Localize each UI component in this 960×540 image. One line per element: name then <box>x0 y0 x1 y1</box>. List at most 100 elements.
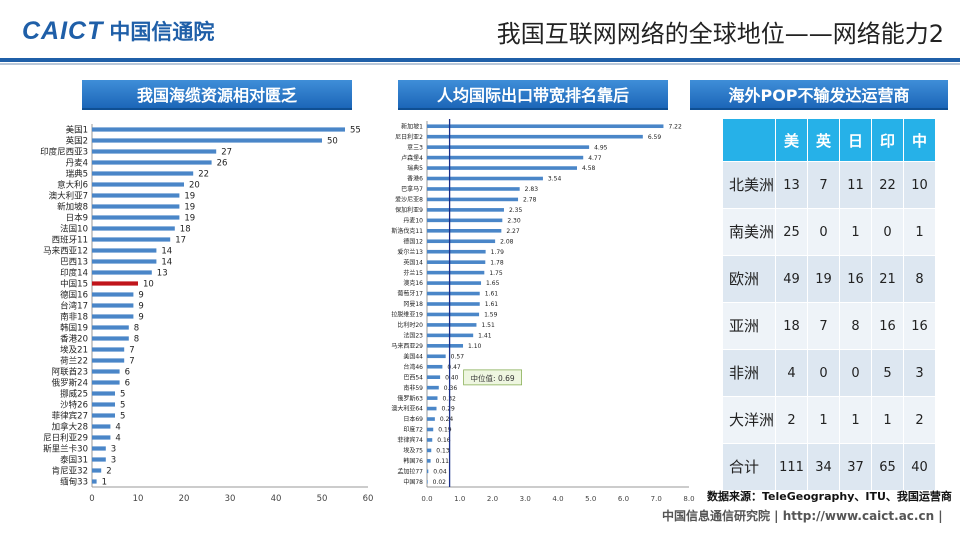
bar <box>92 424 111 429</box>
x-tick-label: 10 <box>133 494 144 504</box>
data-label: 3 <box>111 445 116 455</box>
data-label: 19 <box>184 192 195 202</box>
pop-table-row: 北美洲 13 7 11 22 10 <box>722 161 936 209</box>
x-tick-label: 6.0 <box>618 495 629 503</box>
pop-col-uk: 英 <box>807 118 840 162</box>
data-label: 7 <box>129 346 134 356</box>
data-label: 5 <box>120 390 125 400</box>
data-label: 0.29 <box>441 406 455 413</box>
median-callout-label: 中位值: 0.69 <box>471 373 515 383</box>
pop-table-row: 南美洲 25 0 1 0 1 <box>722 208 936 256</box>
category-label: 俄罗斯63 <box>397 394 423 402</box>
data-label: 19 <box>184 214 195 224</box>
bar <box>92 292 134 297</box>
x-tick-label: 3.0 <box>520 495 531 503</box>
category-label: 新加坡8 <box>57 202 88 213</box>
logo: CAICT 中国信通院 <box>22 16 214 46</box>
bar <box>92 248 157 253</box>
bar <box>427 281 482 285</box>
category-label: 埃及21 <box>60 345 88 356</box>
pop-cell: 0 <box>839 349 872 397</box>
bar <box>427 145 590 149</box>
category-label: 挪威25 <box>60 389 88 400</box>
bar <box>92 226 175 231</box>
data-label: 2.08 <box>500 238 514 245</box>
category-label: 瑞典5 <box>66 169 88 180</box>
pop-table-row: 欧洲 49 19 16 21 8 <box>722 255 936 303</box>
data-label: 4.58 <box>582 165 596 172</box>
bar <box>92 193 180 198</box>
pop-cell: 1 <box>807 396 840 444</box>
pop-cell: 1 <box>839 396 872 444</box>
data-label: 7.22 <box>668 123 682 130</box>
data-label: 18 <box>180 225 191 235</box>
category-label: 英国2 <box>66 136 88 147</box>
data-label: 1.41 <box>478 333 492 340</box>
bar <box>427 344 464 348</box>
bar <box>427 448 432 453</box>
data-label: 0.04 <box>433 468 447 475</box>
bar <box>427 176 543 181</box>
category-label: 日本9 <box>66 213 88 224</box>
data-label: 8 <box>134 324 139 334</box>
x-tick-label: 30 <box>225 494 236 504</box>
pop-cell: 21 <box>871 255 904 303</box>
banner-overseas-pop: 海外POP不输发达运营商 <box>690 80 948 110</box>
bar <box>92 138 322 143</box>
category-label: 德国12 <box>403 237 423 245</box>
category-label: 巴西13 <box>60 258 88 268</box>
bar <box>92 435 111 440</box>
pop-cell: 0 <box>807 349 840 397</box>
page-title: 我国互联网网络的全球地位——网络能力2 <box>496 20 944 48</box>
bar <box>427 459 431 463</box>
bar <box>92 347 125 352</box>
category-label: 泰国31 <box>60 455 88 466</box>
data-label: 14 <box>161 258 172 268</box>
data-label: 2.27 <box>506 228 520 235</box>
data-label: 0.47 <box>447 364 461 371</box>
data-label: 0.40 <box>445 374 459 381</box>
category-label: 卢森堡4 <box>401 154 423 162</box>
category-label: 巴拿马7 <box>401 185 423 193</box>
category-label: 南非18 <box>60 312 88 323</box>
category-label: 香港20 <box>60 334 88 345</box>
bar <box>92 446 106 451</box>
pop-cell: 18 <box>775 302 808 350</box>
category-label: 比利时20 <box>397 321 423 329</box>
bar <box>92 303 134 308</box>
x-tick-label: 8.0 <box>683 495 694 503</box>
pop-table-corner <box>722 118 776 162</box>
bar <box>427 323 477 327</box>
pop-cell: 7 <box>807 302 840 350</box>
category-label: 斯洛伐克11 <box>391 227 423 235</box>
category-label: 斯里兰卡30 <box>43 444 88 455</box>
category-label: 巴西54 <box>403 374 423 381</box>
x-tick-label: 50 <box>317 494 328 504</box>
category-label: 尼日利亚2 <box>395 133 423 141</box>
category-label: 爱沙尼亚8 <box>395 196 423 204</box>
data-label: 2.83 <box>525 186 539 193</box>
x-tick-label: 20 <box>179 494 190 504</box>
pop-cell: 8 <box>903 255 936 303</box>
data-label: 0.24 <box>440 416 454 423</box>
pop-cell: 25 <box>775 208 808 256</box>
category-label: 日本69 <box>403 415 423 423</box>
data-label: 1 <box>102 478 107 488</box>
category-label: 法国10 <box>60 224 88 235</box>
category-label: 韩国19 <box>60 323 88 334</box>
pop-cell: 16 <box>871 302 904 350</box>
pop-cell: 0 <box>807 208 840 256</box>
x-tick-label: 0 <box>89 494 94 504</box>
category-label: 香港6 <box>407 175 423 183</box>
data-label: 2 <box>106 467 111 477</box>
pop-cell: 34 <box>807 443 840 491</box>
bar <box>427 417 435 421</box>
logo-org: 中国信通院 <box>109 20 215 44</box>
data-label: 1.10 <box>468 343 482 350</box>
x-tick-label: 5.0 <box>585 495 596 503</box>
category-label: 荷兰22 <box>60 356 88 367</box>
pop-table-row: 大洋洲 2 1 1 1 2 <box>722 396 936 444</box>
category-label: 新加坡1 <box>401 122 423 130</box>
x-tick-label: 0.0 <box>421 495 432 503</box>
pop-row-region: 亚洲 <box>722 302 776 350</box>
